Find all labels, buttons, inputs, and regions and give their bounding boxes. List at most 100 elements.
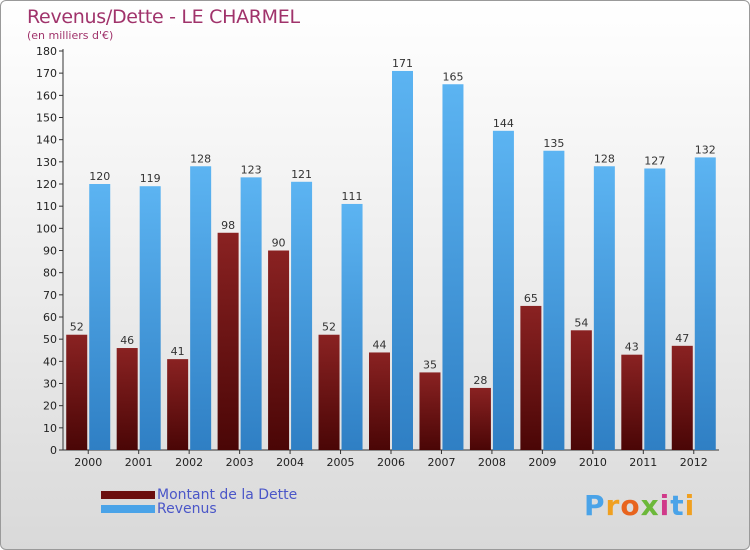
data-label-dette: 52 (322, 321, 336, 334)
y-tick-label: 40 (43, 355, 57, 368)
x-tick-label: 2012 (680, 456, 708, 469)
bar-dette (369, 352, 390, 450)
bar-revenus (694, 157, 716, 450)
data-label-revenus: 111 (342, 190, 363, 203)
x-tick-label: 2005 (327, 456, 355, 469)
data-label-dette: 43 (625, 341, 639, 354)
bar-revenus (442, 84, 464, 450)
data-label-dette: 52 (70, 321, 84, 334)
y-tick-label: 110 (36, 200, 57, 213)
x-tick-label: 2006 (377, 456, 405, 469)
value-labels-group: 52 120 46 119 41 128 98 123 90 121 52 111 44 171 35 165… (70, 57, 716, 387)
y-tick-label: 160 (36, 89, 57, 102)
data-label-dette: 98 (221, 219, 235, 232)
y-tick-label: 150 (36, 112, 57, 125)
data-label-dette: 44 (373, 338, 387, 351)
bar-revenus (593, 166, 615, 450)
bar-dette (520, 305, 542, 450)
y-tick-label: 70 (43, 289, 57, 302)
x-tick-label: 2009 (528, 456, 556, 469)
data-label-revenus: 171 (392, 57, 413, 70)
data-label-dette: 28 (473, 374, 487, 387)
proxiti-logo: Proxiti (584, 489, 695, 522)
bar-dette (419, 372, 441, 450)
y-tick-label: 30 (43, 378, 57, 391)
x-tick-label: 2007 (427, 456, 455, 469)
y-tick-label: 80 (43, 267, 57, 280)
bar-dette (621, 354, 643, 450)
bar-revenus (240, 177, 262, 450)
y-tick-label: 130 (36, 156, 57, 169)
x-tick-label: 2001 (125, 456, 153, 469)
logo-letter: x (640, 489, 660, 522)
chart-subtitle: (en milliers d'€) (27, 29, 114, 42)
y-tick-label: 50 (43, 333, 57, 346)
data-label-revenus: 128 (190, 152, 211, 165)
data-label-revenus: 119 (140, 172, 161, 185)
y-tick-label: 120 (36, 178, 57, 191)
x-tick-label: 2003 (226, 456, 254, 469)
data-label-dette: 46 (120, 334, 134, 347)
data-label-revenus: 135 (543, 137, 564, 150)
bar-dette (318, 334, 340, 450)
x-tick-label: 2004 (276, 456, 304, 469)
bar-revenus (341, 203, 363, 450)
data-label-revenus: 144 (493, 117, 514, 130)
x-tick-label: 2000 (74, 456, 102, 469)
y-tick-label: 170 (36, 67, 57, 80)
bar-revenus (543, 150, 565, 450)
data-label-revenus: 165 (442, 70, 463, 83)
x-tick-label: 2011 (629, 456, 657, 469)
data-label-dette: 35 (423, 358, 437, 371)
data-label-dette: 90 (272, 237, 286, 250)
bar-revenus (190, 166, 212, 450)
legend-swatch-dette (101, 491, 155, 499)
data-label-revenus: 132 (695, 143, 716, 156)
legend-item-revenus: Revenus (101, 501, 217, 517)
data-label-dette: 47 (675, 332, 689, 345)
logo-letter: i (659, 489, 671, 522)
x-tick-label: 2008 (478, 456, 506, 469)
y-tick-label: 10 (43, 422, 57, 435)
data-label-dette: 65 (524, 292, 538, 305)
y-tick-label: 60 (43, 311, 57, 324)
data-label-dette: 41 (171, 345, 185, 358)
bar-revenus (89, 184, 111, 450)
y-tick-label: 0 (50, 444, 57, 457)
bars-group (66, 70, 716, 451)
data-label-revenus: 123 (241, 163, 262, 176)
logo-letter: o (620, 489, 641, 522)
y-tick-label: 100 (36, 222, 57, 235)
x-tick-label: 2010 (579, 456, 607, 469)
legend-item-dette: Montant de la Dette (101, 487, 298, 503)
bar-revenus (492, 130, 514, 451)
y-tick-label: 20 (43, 400, 57, 413)
bar-dette (116, 348, 138, 450)
y-tick-label: 180 (36, 45, 57, 58)
bar-dette (66, 334, 88, 450)
chart-title: Revenus/Dette - LE CHARMEL (27, 6, 300, 28)
bar-revenus (644, 168, 666, 450)
data-label-revenus: 120 (89, 170, 110, 183)
data-label-dette: 54 (574, 316, 588, 329)
bar-dette (167, 359, 189, 450)
bar-dette (671, 345, 693, 450)
logo-letter: i (684, 489, 696, 522)
bar-dette (469, 387, 491, 450)
legend-swatch-revenus (101, 505, 155, 513)
y-tick-label: 90 (43, 245, 57, 258)
logo-letter: t (670, 489, 685, 522)
logo-letter: r (605, 489, 621, 522)
bar-revenus (291, 181, 313, 451)
data-label-revenus: 121 (291, 168, 312, 181)
y-tick-label: 140 (36, 134, 57, 147)
legend-label-dette: Montant de la Dette (157, 487, 298, 503)
legend-label-revenus: Revenus (157, 501, 217, 517)
bar-dette (570, 330, 592, 450)
logo-letter: P (584, 489, 606, 522)
bar-revenus (139, 186, 161, 450)
data-label-revenus: 127 (644, 154, 665, 167)
bar-dette (217, 232, 239, 450)
